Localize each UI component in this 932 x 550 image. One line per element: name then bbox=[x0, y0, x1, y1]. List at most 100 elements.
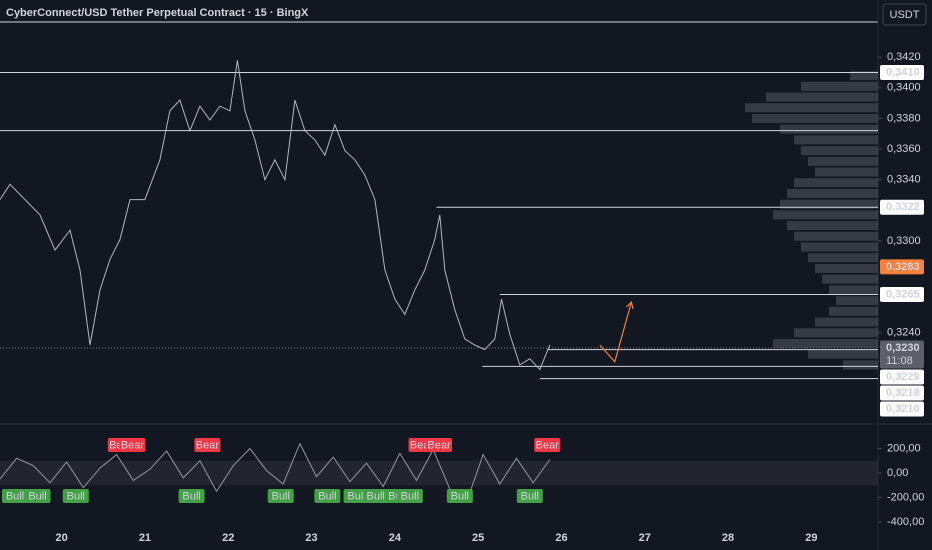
osc-tick-label: 200,00 bbox=[887, 442, 921, 454]
price-tag bbox=[880, 385, 924, 401]
volume-profile-bar bbox=[801, 81, 878, 91]
bull-signal bbox=[24, 489, 51, 503]
volume-profile-bar bbox=[752, 113, 878, 123]
volume-profile-bar bbox=[773, 338, 878, 348]
bear-signal bbox=[534, 438, 561, 452]
y-tick-label: 0,3360 bbox=[887, 143, 921, 155]
volume-profile-bar bbox=[787, 188, 878, 198]
y-tick-label: 0,3300 bbox=[887, 235, 921, 247]
volume-profile-bar bbox=[815, 317, 878, 327]
volume-profile-bar bbox=[829, 306, 878, 316]
volume-profile-bar bbox=[829, 285, 878, 295]
y-tick-label: 0,3400 bbox=[887, 82, 921, 94]
projection-arrowhead bbox=[626, 300, 634, 310]
osc-tick-label: -200,00 bbox=[887, 491, 924, 503]
x-tick-label: 29 bbox=[805, 532, 817, 544]
volume-profile-bar bbox=[780, 199, 878, 209]
price-tag-label: 0,3410 bbox=[886, 66, 920, 78]
price-tag-label: 0,3210 bbox=[886, 403, 920, 415]
price-tag-label: 0,3218 bbox=[886, 387, 920, 399]
signal-label: Bull bbox=[401, 490, 419, 502]
projection-line bbox=[599, 301, 632, 364]
y-tick-label: 0,3240 bbox=[887, 327, 921, 339]
price-tag bbox=[880, 369, 924, 385]
volume-profile-bar bbox=[780, 124, 878, 134]
bull-signal bbox=[267, 489, 294, 503]
volume-profile-bar bbox=[773, 210, 878, 220]
volume-profile-bar bbox=[836, 296, 878, 306]
price-tag bbox=[880, 65, 924, 81]
signal-label: Bull bbox=[451, 490, 469, 502]
volume-profile-bar bbox=[794, 135, 878, 145]
signal-label: Bull bbox=[347, 490, 365, 502]
volume-profile-bar bbox=[815, 167, 878, 177]
volume-profile-bar bbox=[850, 71, 878, 81]
signal-label: Bear bbox=[536, 439, 560, 451]
x-tick-label: 25 bbox=[472, 532, 484, 544]
y-tick-label: 0,3380 bbox=[887, 112, 921, 124]
x-tick-label: 24 bbox=[389, 532, 402, 544]
y-tick-label: 0,3420 bbox=[887, 51, 921, 63]
signal-label: Bull bbox=[182, 490, 200, 502]
price-line bbox=[0, 60, 551, 371]
price-tag bbox=[880, 340, 924, 369]
chart-title: CyberConnect/USD Tether Perpetual Contra… bbox=[6, 7, 309, 19]
bull-signal bbox=[446, 489, 473, 503]
signal-label: Bear bbox=[427, 439, 451, 451]
bull-signal bbox=[314, 489, 341, 503]
bull-signal bbox=[516, 489, 543, 503]
bull-signal bbox=[396, 489, 423, 503]
volume-profile-bar bbox=[801, 146, 878, 156]
bull-signal bbox=[178, 489, 205, 503]
osc-tick-label: 0,00 bbox=[887, 467, 908, 479]
x-tick-label: 21 bbox=[139, 532, 151, 544]
signal-label: Bear bbox=[196, 439, 220, 451]
signal-label: Bear bbox=[121, 439, 145, 451]
y-tick-label: 0,3340 bbox=[887, 174, 921, 186]
volume-profile-bar bbox=[745, 103, 878, 113]
price-tag-label: 11:08 bbox=[886, 355, 913, 367]
x-tick-label: 26 bbox=[555, 532, 567, 544]
x-tick-label: 22 bbox=[222, 532, 234, 544]
price-tag-label: 0,3322 bbox=[886, 201, 920, 213]
signal-label: Bull bbox=[67, 490, 85, 502]
bear-signal bbox=[119, 438, 146, 452]
volume-profile-bar bbox=[822, 274, 878, 284]
signal-label: Bull bbox=[272, 490, 290, 502]
bear-signal bbox=[426, 438, 452, 452]
signal-label: Bull bbox=[28, 490, 46, 502]
signal-label: Bull bbox=[367, 490, 385, 502]
oscillator-band bbox=[0, 460, 878, 486]
bear-signal bbox=[194, 438, 221, 452]
volume-profile-bar bbox=[766, 92, 878, 102]
price-tag bbox=[880, 286, 924, 302]
volume-profile-bar bbox=[794, 231, 878, 241]
bull-signal bbox=[362, 489, 389, 503]
price-tag bbox=[880, 401, 924, 417]
volume-profile-bar bbox=[794, 328, 878, 338]
osc-tick-label: -400,00 bbox=[887, 516, 924, 528]
price-tag-label: 0,3283 bbox=[886, 261, 920, 273]
volume-profile-bar bbox=[808, 253, 878, 263]
volume-profile-bar bbox=[808, 156, 878, 166]
x-tick-label: 27 bbox=[639, 532, 651, 544]
price-tag-label: 0,3265 bbox=[886, 288, 920, 300]
price-tag-label: 0,3229 bbox=[886, 371, 920, 383]
volume-profile-bar bbox=[794, 178, 878, 188]
price-tag bbox=[880, 259, 924, 275]
bull-signal bbox=[1, 489, 28, 503]
x-tick-label: 20 bbox=[56, 532, 68, 544]
volume-profile-bar bbox=[787, 221, 878, 231]
x-tick-label: 23 bbox=[305, 532, 317, 544]
x-tick-label: 28 bbox=[722, 532, 734, 544]
currency-button[interactable] bbox=[882, 3, 927, 26]
price-tag-label: 0,3230 bbox=[886, 342, 920, 354]
signal-label: Bull bbox=[318, 490, 336, 502]
volume-profile-bar bbox=[801, 242, 878, 252]
volume-profile-bar bbox=[815, 263, 878, 273]
signal-label: Bull bbox=[6, 490, 24, 502]
volume-profile-bar bbox=[843, 360, 878, 370]
